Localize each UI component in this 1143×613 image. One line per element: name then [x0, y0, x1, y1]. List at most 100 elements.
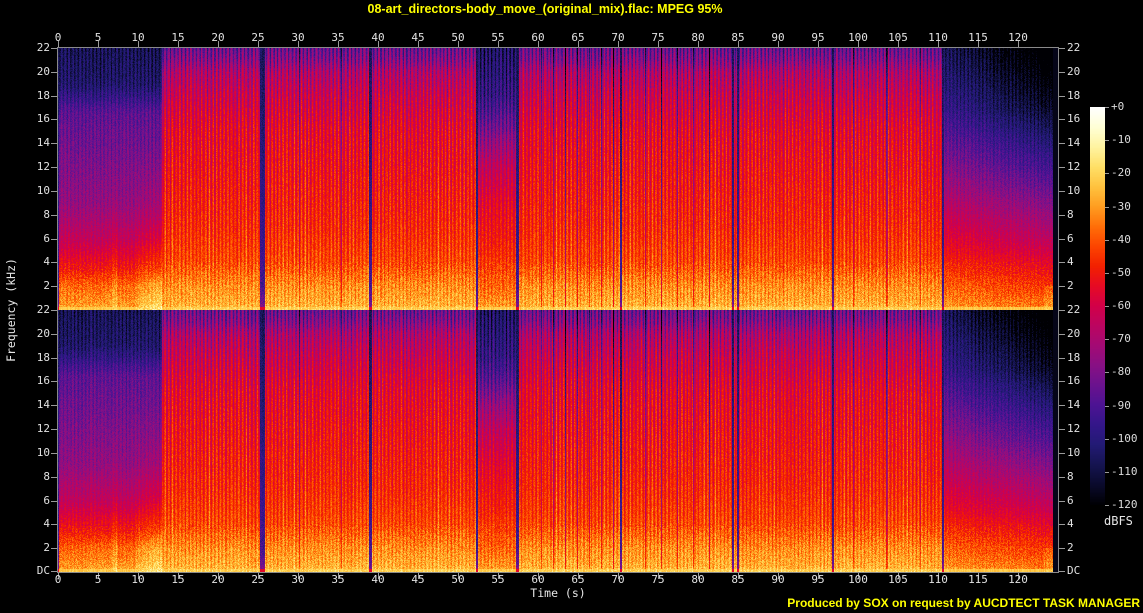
time-tick-bottom — [218, 573, 219, 579]
freq-tick-right — [1059, 310, 1065, 311]
freq-tick-label-left: 12 — [36, 422, 50, 435]
freq-tick-left — [51, 143, 57, 144]
time-tick-bottom — [338, 573, 339, 579]
time-tick-top — [338, 41, 339, 47]
time-tick-label-bottom: 10 — [131, 573, 145, 586]
time-tick-top — [58, 41, 59, 47]
freq-tick-left — [51, 239, 57, 240]
time-tick-top — [138, 41, 139, 47]
freq-tick-right — [1059, 358, 1065, 359]
time-tick-label-top: 105 — [888, 31, 908, 44]
freq-tick-label-left: 16 — [36, 374, 50, 387]
time-tick-top — [938, 41, 939, 47]
colorbar-tick-label: -70 — [1111, 332, 1131, 345]
freq-tick-label-right: 8 — [1067, 208, 1074, 221]
time-tick-top — [458, 41, 459, 47]
freq-tick-label-right: 6 — [1067, 494, 1074, 507]
time-tick-label-bottom: 40 — [371, 573, 385, 586]
freq-tick-left — [51, 72, 57, 73]
freq-tick-label-left: 14 — [36, 398, 50, 411]
freq-tick-left — [51, 429, 57, 430]
freq-tick-label-right: 4 — [1067, 255, 1074, 268]
colorbar-tick-label: -40 — [1111, 233, 1131, 246]
freq-tick-label-right: 18 — [1067, 89, 1081, 102]
freq-tick-left — [51, 548, 57, 549]
footer-credit: Produced by SOX on request by AUCDTECT T… — [787, 596, 1140, 610]
time-tick-label-bottom: 5 — [94, 573, 102, 586]
time-tick-top — [978, 41, 979, 47]
time-tick-label-bottom: 50 — [451, 573, 465, 586]
time-tick-label-bottom: 25 — [251, 573, 265, 586]
freq-tick-left — [51, 453, 57, 454]
time-tick-label-bottom: 45 — [411, 573, 425, 586]
time-tick-top — [418, 41, 419, 47]
freq-tick-left — [51, 381, 57, 382]
time-tick-label-top: 110 — [928, 31, 948, 44]
freq-tick-label-right: 14 — [1067, 136, 1081, 149]
spectrogram-canvas — [58, 48, 1058, 572]
freq-tick-left — [51, 310, 57, 311]
time-tick-bottom — [618, 573, 619, 579]
freq-tick-label-left: 20 — [36, 327, 50, 340]
freq-tick-label-left: 12 — [36, 160, 50, 173]
time-tick-label-bottom: 115 — [968, 573, 988, 586]
time-tick-label-bottom: 0 — [54, 573, 62, 586]
colorbar-tick — [1105, 107, 1109, 108]
time-tick-bottom — [298, 573, 299, 579]
freq-tick-right — [1059, 405, 1065, 406]
time-tick-top — [818, 41, 819, 47]
freq-tick-label-right: 16 — [1067, 374, 1081, 387]
time-tick-top — [538, 41, 539, 47]
time-tick-label-top: 75 — [651, 31, 665, 44]
time-tick-label-top: 60 — [531, 31, 545, 44]
time-axis-label: Time (s) — [530, 586, 586, 600]
time-tick-label-top: 35 — [331, 31, 345, 44]
time-tick-label-bottom: 70 — [611, 573, 625, 586]
time-tick-top — [658, 41, 659, 47]
time-tick-top — [258, 41, 259, 47]
freq-tick-left — [51, 524, 57, 525]
time-tick-label-bottom: 55 — [491, 573, 505, 586]
freq-tick-left — [51, 215, 57, 216]
colorbar-tick — [1105, 140, 1109, 141]
time-tick-label-top: 85 — [731, 31, 745, 44]
freq-tick-right — [1059, 215, 1065, 216]
freq-tick-label-right: 6 — [1067, 232, 1074, 245]
time-tick-label-top: 95 — [811, 31, 825, 44]
time-tick-top — [578, 41, 579, 47]
freq-tick-right — [1059, 571, 1065, 572]
freq-tick-left — [51, 477, 57, 478]
time-tick-label-bottom: 85 — [731, 573, 745, 586]
plot-top-spine — [58, 47, 1058, 48]
freq-tick-label-right: 20 — [1067, 327, 1081, 340]
colorbar-tick — [1105, 339, 1109, 340]
time-tick-top — [178, 41, 179, 47]
colorbar-tick — [1105, 173, 1109, 174]
time-tick-top — [618, 41, 619, 47]
freq-tick-label-left: 6 — [43, 494, 50, 507]
freq-tick-label-right: 22 — [1067, 41, 1081, 54]
colorbar-tick-label: -100 — [1111, 432, 1138, 445]
freq-tick-label-left: 4 — [43, 255, 50, 268]
freq-tick-left — [51, 96, 57, 97]
colorbar-tick — [1105, 207, 1109, 208]
colorbar-tick-label: -120 — [1111, 498, 1138, 511]
freq-tick-label-right: 16 — [1067, 112, 1081, 125]
time-tick-label-bottom: 90 — [771, 573, 785, 586]
colorbar-tick — [1105, 406, 1109, 407]
time-tick-top — [738, 41, 739, 47]
plot-right-spine — [1058, 47, 1059, 573]
time-tick-label-bottom: 120 — [1008, 573, 1028, 586]
freq-tick-left — [51, 191, 57, 192]
time-tick-bottom — [898, 573, 899, 579]
time-tick-label-top: 0 — [54, 31, 62, 44]
spectrogram-title: 08-art_directors-body_move_(original_mix… — [367, 2, 723, 16]
freq-tick-left — [51, 334, 57, 335]
time-tick-top — [498, 41, 499, 47]
time-tick-bottom — [578, 573, 579, 579]
time-tick-bottom — [1018, 573, 1019, 579]
freq-tick-right — [1059, 143, 1065, 144]
time-tick-top — [858, 41, 859, 47]
time-tick-top — [898, 41, 899, 47]
freq-tick-left — [51, 501, 57, 502]
